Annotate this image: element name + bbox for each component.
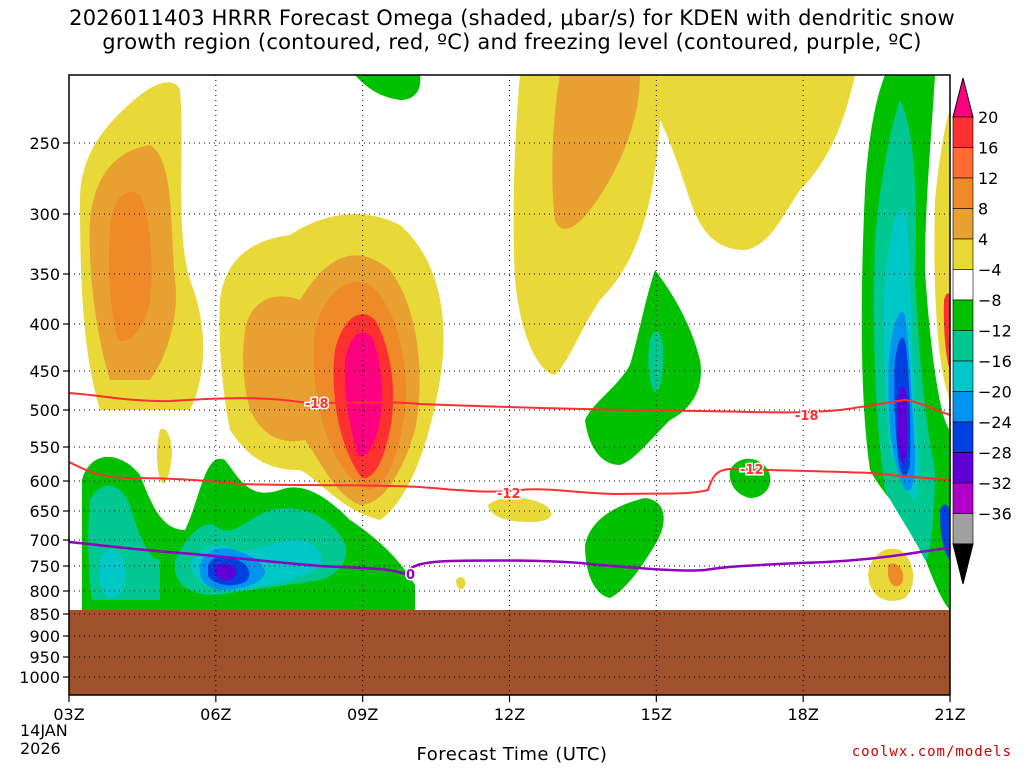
x-tick-label: 15Z bbox=[641, 705, 672, 724]
colorbar-swatch bbox=[952, 208, 974, 240]
omega-area-upward-small bbox=[157, 428, 172, 484]
colorbar-swatch bbox=[952, 147, 974, 179]
dendritic-contour-minus12 bbox=[68, 461, 951, 496]
omega-area-upward-low bbox=[488, 497, 552, 522]
colorbar-swatch bbox=[952, 391, 974, 423]
x-tick-label: 18Z bbox=[788, 705, 819, 724]
colorbar-swatch bbox=[952, 421, 974, 453]
x-axis-date-line1: 14JAN bbox=[20, 721, 68, 740]
terrain-below-ground bbox=[69, 610, 950, 695]
y-tick-label: 250 bbox=[29, 134, 60, 153]
omega-area-downward-top bbox=[355, 75, 421, 100]
omega-area-downward-center-low bbox=[585, 498, 664, 598]
dendritic-contour-label: -12 bbox=[497, 487, 521, 502]
dendritic-contour-minus18 bbox=[68, 392, 951, 416]
credit-text: coolwx.com/models bbox=[851, 744, 1012, 760]
chart-title: 2026011403 HRRR Forecast Omega (shaded, … bbox=[0, 6, 1024, 54]
omega-area-upward-left-peak bbox=[108, 191, 152, 342]
omega-area-downward-center bbox=[585, 270, 701, 465]
omega-area-downward-right-purple bbox=[898, 386, 908, 463]
x-tick-label: 06Z bbox=[200, 705, 231, 724]
colorbar: 20 16 12 8 4 −4 −8 −12 −16 −20 −24 −28 −32 −36 bbox=[952, 77, 1012, 585]
colorbar-label: 8 bbox=[978, 200, 988, 219]
colorbar-label: −36 bbox=[978, 505, 1012, 524]
gridlines bbox=[69, 75, 950, 695]
y-tick-label: 800 bbox=[29, 582, 60, 601]
y-axis: 250 300 350 400 450 500 550 600 650 700 750 800 850 9… bbox=[19, 134, 69, 687]
x-tick-label: 21Z bbox=[934, 705, 965, 724]
x-tick-label: 09Z bbox=[347, 705, 378, 724]
y-tick-label: 400 bbox=[29, 315, 60, 334]
x-axis-title: Forecast Time (UTC) bbox=[416, 744, 608, 765]
y-tick-label: 550 bbox=[29, 438, 60, 457]
y-tick-label: 450 bbox=[29, 362, 60, 381]
freezing-level-contour bbox=[68, 540, 951, 576]
omega-area-upward-dot bbox=[456, 577, 466, 590]
x-tick-label: 12Z bbox=[494, 705, 525, 724]
colorbar-label: −24 bbox=[978, 413, 1012, 432]
y-tick-label: 650 bbox=[29, 502, 60, 521]
y-tick-label: 350 bbox=[29, 265, 60, 284]
omega-area-upward-right-edge-core bbox=[943, 293, 950, 370]
y-tick-label: 500 bbox=[29, 401, 60, 420]
y-tick-label: 900 bbox=[29, 627, 60, 646]
colorbar-swatch bbox=[952, 513, 974, 545]
colorbar-label: −8 bbox=[978, 291, 1002, 310]
colorbar-swatch bbox=[952, 238, 974, 270]
omega-area-downward-right-edge bbox=[940, 504, 950, 560]
dendritic-contour-label: -12 bbox=[740, 463, 764, 478]
y-tick-label: 1000 bbox=[19, 668, 60, 687]
omega-area-downward-low-left-cyan bbox=[99, 549, 126, 599]
colorbar-label: 12 bbox=[978, 169, 998, 188]
colorbar-label: −4 bbox=[978, 261, 1002, 280]
colorbar-label: −28 bbox=[978, 444, 1012, 463]
dendritic-contour-label: -18 bbox=[305, 397, 329, 412]
colorbar-swatch bbox=[952, 482, 974, 514]
colorbar-arrow-top bbox=[952, 77, 974, 118]
omega-area-upward-right-low-core bbox=[888, 563, 904, 587]
omega-area-upward-mid-peak bbox=[345, 332, 382, 457]
omega-area-downward-center-teal bbox=[648, 331, 664, 393]
x-axis: 03Z 06Z 09Z 12Z 15Z 18Z 21Z bbox=[53, 695, 966, 724]
x-axis-date-line2: 2026 bbox=[20, 739, 61, 758]
y-tick-label: 300 bbox=[29, 205, 60, 224]
y-tick-label: 700 bbox=[29, 531, 60, 550]
colorbar-label: −16 bbox=[978, 352, 1012, 371]
y-tick-label: 850 bbox=[29, 605, 60, 624]
colorbar-swatch bbox=[952, 116, 974, 148]
freezing-level-label: 0 bbox=[406, 568, 415, 583]
omega-area-upward-upper-core bbox=[552, 75, 640, 229]
colorbar-swatch bbox=[952, 269, 974, 301]
colorbar-label: 4 bbox=[978, 230, 988, 249]
colorbar-label: −20 bbox=[978, 383, 1012, 402]
colorbar-label: −32 bbox=[978, 474, 1012, 493]
colorbar-label: −12 bbox=[978, 322, 1012, 341]
colorbar-swatch bbox=[952, 360, 974, 392]
colorbar-arrow-bottom bbox=[952, 543, 974, 585]
colorbar-swatch bbox=[952, 452, 974, 484]
dendritic-contour-label: -18 bbox=[795, 409, 819, 424]
y-tick-label: 750 bbox=[29, 557, 60, 576]
colorbar-swatch bbox=[952, 330, 974, 362]
chart-title-line1: 2026011403 HRRR Forecast Omega (shaded, … bbox=[69, 6, 955, 30]
colorbar-swatch bbox=[952, 299, 974, 331]
y-tick-label: 600 bbox=[29, 472, 60, 491]
colorbar-swatch bbox=[952, 177, 974, 209]
chart-title-line2: growth region (contoured, red, ºC) and f… bbox=[102, 30, 922, 54]
y-tick-label: 950 bbox=[29, 648, 60, 667]
omega-area-downward-low-mid-purple bbox=[214, 564, 237, 581]
colorbar-label: 16 bbox=[978, 139, 998, 158]
colorbar-label: 20 bbox=[978, 108, 998, 127]
omega-shading bbox=[80, 75, 950, 610]
x-tick-label: 03Z bbox=[53, 705, 84, 724]
